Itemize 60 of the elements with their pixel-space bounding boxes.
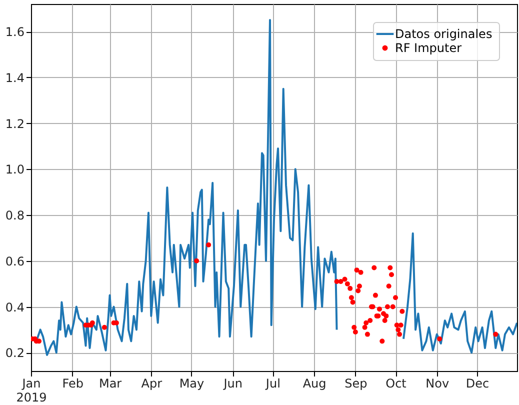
- x-tick-label: Jul: [264, 376, 280, 390]
- x-tick-label: Oct: [386, 376, 407, 390]
- x-tick-label: Aug: [302, 376, 326, 390]
- point: [382, 318, 388, 324]
- point: [348, 286, 353, 291]
- point: [90, 320, 95, 326]
- point: [364, 332, 370, 337]
- point: [356, 284, 362, 289]
- legend-label: RF Imputer: [395, 41, 462, 55]
- point: [354, 268, 360, 273]
- point: [362, 324, 368, 330]
- point: [372, 292, 378, 298]
- x-tick-label: Dec: [466, 376, 490, 390]
- point: [384, 313, 389, 318]
- point: [344, 281, 350, 286]
- point: [206, 242, 212, 248]
- point: [364, 320, 369, 326]
- x-tick-label: Feb: [62, 376, 84, 390]
- point: [342, 276, 348, 282]
- point: [356, 288, 361, 294]
- point: [372, 265, 377, 270]
- x-tick-label: Sep: [344, 376, 368, 390]
- y-tick-label: 0.6: [5, 254, 24, 268]
- x-tick-label: Apr: [141, 376, 162, 390]
- x-tick-label: Mar: [98, 376, 122, 390]
- y-tick-label: 1.0: [5, 162, 24, 177]
- point: [358, 270, 364, 275]
- y-tick-label: 1.2: [5, 116, 24, 131]
- x-tick-label: May: [179, 376, 204, 390]
- x-tick-label: Jun: [222, 376, 242, 390]
- point: [350, 300, 356, 305]
- point: [338, 279, 344, 284]
- point: [194, 258, 200, 264]
- point: [376, 306, 382, 312]
- point: [368, 318, 373, 324]
- point: [388, 265, 393, 270]
- point: [493, 332, 498, 337]
- point: [393, 295, 398, 300]
- y-tick-label: 0.2: [5, 346, 24, 360]
- point: [400, 308, 405, 314]
- y-tick-label: 0.8: [5, 208, 24, 223]
- point: [388, 272, 394, 278]
- y-tick-label: 1.6: [5, 25, 24, 40]
- point: [352, 324, 357, 330]
- point: [396, 327, 401, 332]
- point: [398, 322, 404, 328]
- legend-label: Datos originales: [395, 27, 492, 41]
- point: [437, 336, 442, 342]
- point: [390, 304, 396, 310]
- point: [380, 338, 385, 344]
- point: [348, 295, 354, 300]
- y-tick-label: 0.4: [5, 300, 24, 314]
- x-tick-label: Jan 2019: [16, 376, 47, 404]
- point: [384, 304, 390, 310]
- y-tick-label: 1.4: [5, 70, 24, 85]
- x-tick-label: Nov: [426, 376, 450, 390]
- point: [102, 324, 107, 330]
- point: [397, 332, 402, 337]
- point: [386, 284, 392, 289]
- point: [352, 330, 358, 334]
